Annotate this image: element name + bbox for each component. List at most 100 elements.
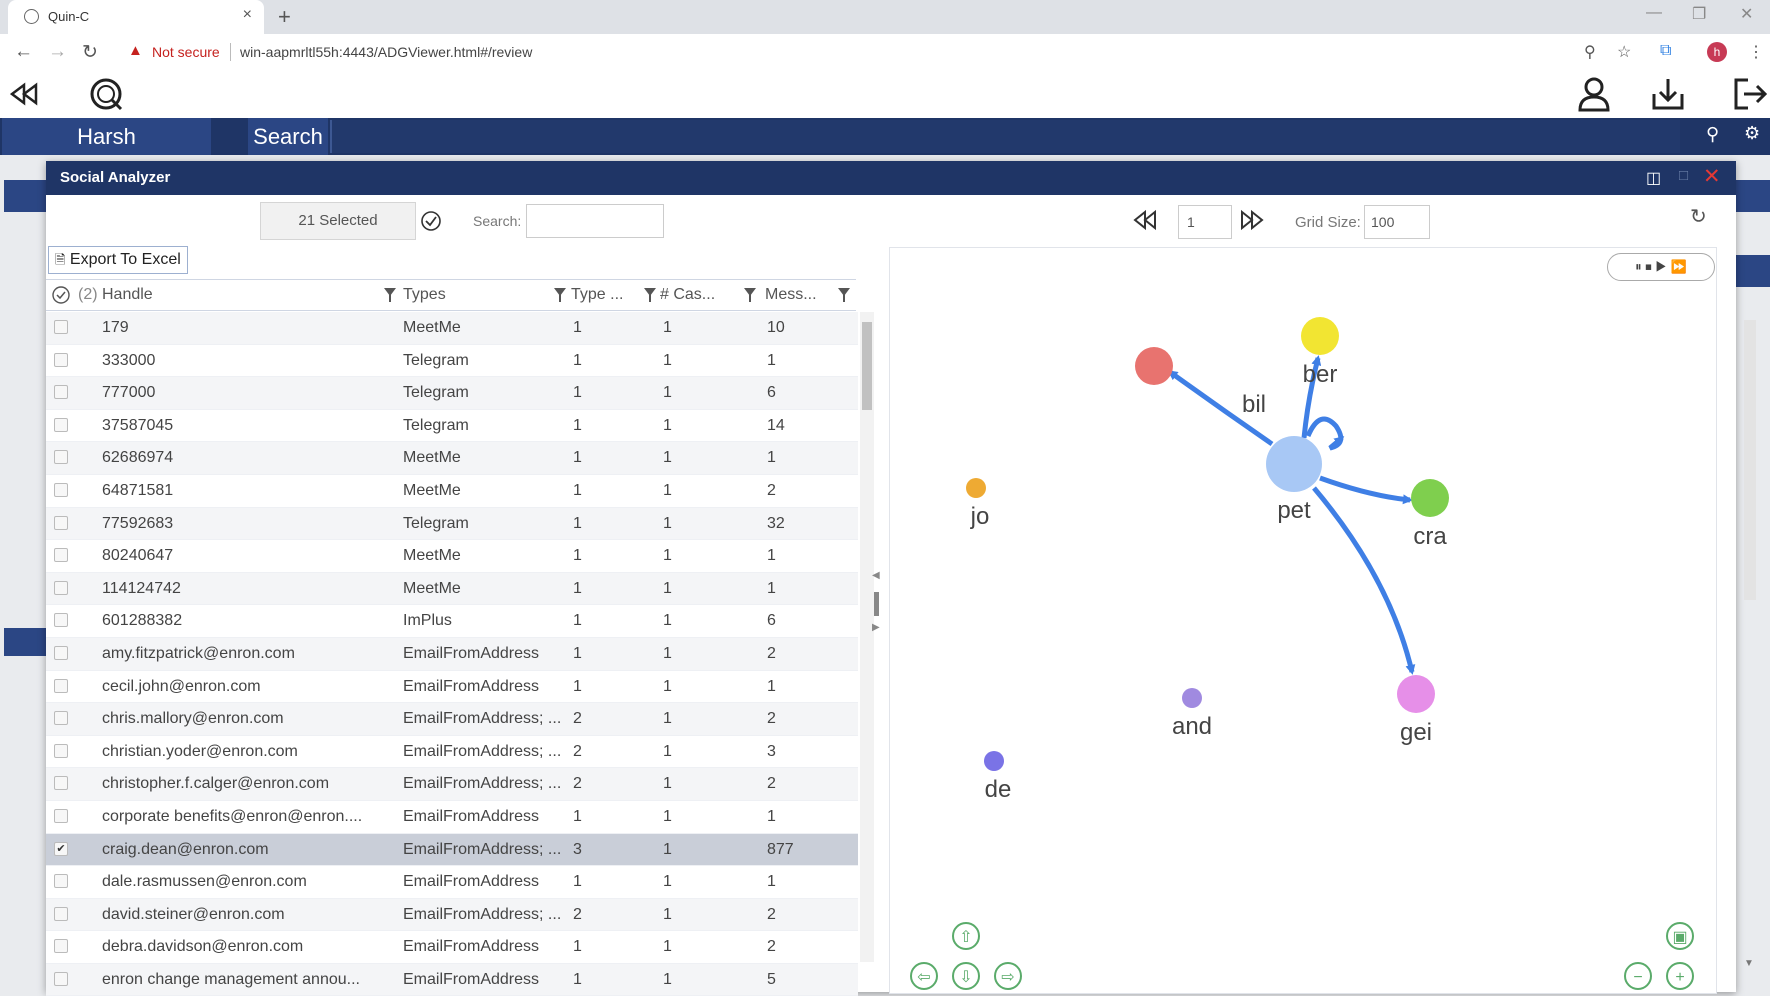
pan-up-icon[interactable]: ⇧ [952, 922, 980, 950]
zoom-in-icon[interactable]: + [1666, 962, 1694, 990]
column-handle[interactable]: Handle [102, 286, 153, 303]
fit-view-icon[interactable]: ▣ [1666, 922, 1694, 950]
row-checkbox[interactable] [54, 515, 68, 530]
restore-icon[interactable]: ❐ [1692, 6, 1707, 23]
row-checkbox[interactable] [54, 808, 68, 823]
tab-user[interactable]: Harsh [2, 118, 211, 155]
table-row[interactable]: 37587045 Telegram 1 1 14 [46, 410, 858, 443]
pane-collapse-left-icon[interactable]: ◀ [872, 570, 880, 581]
modal-close-icon[interactable]: ✕ [1703, 165, 1721, 188]
table-row[interactable]: enron change management annou... EmailFro… [46, 963, 858, 996]
row-checkbox[interactable] [54, 678, 68, 693]
filter-icon-messages[interactable] [838, 288, 850, 302]
table-row[interactable]: 114124742 MeetMe 1 1 1 [46, 572, 858, 606]
handles-search-input[interactable] [526, 204, 664, 238]
navbar-search-icon[interactable]: ⚲ [1706, 124, 1720, 144]
table-row[interactable]: 333000 Telegram 1 1 1 [46, 345, 858, 378]
profile-avatar[interactable]: h [1707, 42, 1727, 62]
graph-node-ber[interactable] [1301, 317, 1339, 355]
table-row[interactable]: 77592683 Telegram 1 1 32 [46, 507, 858, 541]
row-checkbox[interactable] [54, 417, 68, 432]
row-checkbox[interactable] [54, 320, 68, 334]
reload-icon[interactable]: ↻ [82, 42, 98, 63]
row-checkbox[interactable] [54, 971, 68, 986]
url-text[interactable]: win-aapmrltl55h:4443/ADGViewer.html#/rev… [240, 44, 533, 60]
table-row[interactable]: chris.mallory@enron.com EmailFromAddress;… [46, 703, 858, 736]
more-menu-icon[interactable]: ⋮ [1748, 44, 1764, 61]
row-checkbox[interactable] [54, 613, 68, 628]
new-tab-button[interactable]: + [278, 4, 291, 29]
rewind-icon[interactable] [10, 82, 42, 106]
row-checkbox[interactable] [54, 874, 68, 889]
graph-node-pet[interactable] [1266, 436, 1322, 492]
stop-icon[interactable]: ⏹ [1645, 259, 1652, 274]
table-row[interactable]: 777000 Telegram 1 1 6 [46, 377, 858, 410]
confirm-check-icon[interactable] [420, 210, 442, 232]
pane-collapse-right-icon[interactable]: ▶ [872, 622, 880, 633]
navbar-gear-icon[interactable]: ⚙ [1744, 123, 1761, 143]
grid-scrollbar-thumb[interactable] [862, 322, 872, 410]
column-cases[interactable]: # Cas... [660, 286, 716, 303]
graph-canvas[interactable]: bil ber pet cra gei jo and de [889, 247, 1717, 994]
table-row[interactable]: dale.rasmussen@enron.com EmailFromAddress… [46, 866, 858, 899]
key-icon[interactable]: ⚲ [1584, 44, 1596, 61]
filter-icon-cases[interactable] [744, 288, 756, 302]
graph-node-jo[interactable] [966, 478, 986, 498]
pan-left-icon[interactable]: ⇦ [910, 962, 938, 990]
graph-node-bil[interactable] [1135, 347, 1173, 385]
browser-tab[interactable]: Quin-C × [8, 0, 264, 34]
table-row[interactable]: 64871581 MeetMe 1 1 2 [46, 475, 858, 508]
row-checkbox[interactable] [54, 743, 68, 758]
page-number-input[interactable]: 1 [1178, 205, 1232, 239]
row-checkbox[interactable] [54, 352, 68, 367]
table-row[interactable]: cecil.john@enron.com EmailFromAddress 1 1 1 [46, 671, 858, 704]
grid-scrollbar[interactable] [860, 312, 874, 962]
table-row[interactable]: 601288382 ImPlus 1 1 6 [46, 605, 858, 638]
playback-controls[interactable]: ⏸ ⏹ ▶ ⏩ [1607, 253, 1715, 281]
tab-close-button[interactable]: × [242, 6, 252, 23]
column-type-count[interactable]: Type ... [571, 286, 624, 303]
table-row[interactable]: christian.yoder@enron.com EmailFromAddres… [46, 736, 858, 769]
tab-search[interactable]: Search [248, 118, 328, 155]
extension-icon[interactable]: ⧉ [1660, 42, 1672, 59]
star-icon[interactable]: ☆ [1617, 44, 1632, 61]
row-checkbox[interactable] [54, 645, 68, 660]
back-icon[interactable]: ← [14, 41, 33, 62]
social-graph[interactable]: bil ber pet cra gei jo and de [890, 248, 1716, 993]
user-icon[interactable] [1578, 76, 1610, 112]
table-row[interactable]: 62686974 MeetMe 1 1 1 [46, 442, 858, 475]
zoom-out-icon[interactable]: − [1624, 962, 1652, 990]
row-checkbox[interactable] [54, 776, 68, 791]
fast-forward-icon[interactable]: ⏩ [1670, 259, 1687, 274]
table-row[interactable]: 80240647 MeetMe 1 1 1 [46, 540, 858, 573]
export-to-excel-button[interactable]: 🗎 Export To Excel [48, 246, 188, 274]
minimize-icon[interactable]: — [1646, 4, 1662, 21]
table-row[interactable]: corporate benefits@enron@enron.... EmailF… [46, 801, 858, 834]
graph-node-and[interactable] [1182, 688, 1202, 708]
row-checkbox[interactable] [54, 450, 68, 465]
table-row[interactable]: christopher.f.calger@enron.com EmailFromA… [46, 768, 858, 801]
first-page-icon[interactable] [1133, 209, 1159, 231]
navbar-search-field[interactable] [330, 120, 1680, 153]
scroll-down-icon[interactable]: ▼ [1744, 958, 1754, 969]
play-icon[interactable]: ▶ [1655, 259, 1668, 274]
row-checkbox[interactable] [54, 482, 68, 497]
select-all-check-icon[interactable] [52, 286, 70, 304]
url-box[interactable]: ▲ Not secure win-aapmrltl55h:4443/ADGVie… [118, 39, 1548, 65]
pan-down-icon[interactable]: ⇩ [952, 962, 980, 990]
pane-splitter-handle[interactable] [874, 592, 879, 616]
logout-icon[interactable] [1732, 76, 1768, 112]
split-view-icon[interactable]: ◫ [1646, 170, 1662, 187]
download-icon[interactable] [1650, 76, 1686, 112]
column-messages[interactable]: Mess... [765, 286, 817, 303]
filter-icon-types[interactable] [554, 288, 566, 302]
right-scrollbar[interactable] [1744, 320, 1756, 600]
table-row[interactable]: 179 MeetMe 1 1 10 [46, 312, 858, 345]
forward-icon[interactable]: → [48, 41, 67, 62]
filter-icon-handle[interactable] [384, 288, 396, 302]
graph-node-cra[interactable] [1411, 479, 1449, 517]
last-page-icon[interactable] [1238, 209, 1264, 231]
window-close-icon[interactable]: ✕ [1740, 6, 1754, 23]
graph-node-de[interactable] [984, 751, 1004, 771]
pan-right-icon[interactable]: ⇨ [994, 962, 1022, 990]
